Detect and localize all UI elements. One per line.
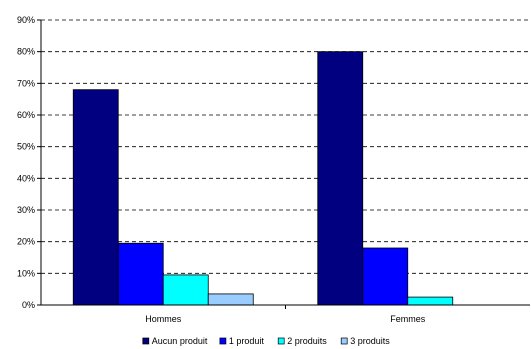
bar [407, 296, 454, 306]
x-axis: Hommes Femmes [41, 304, 530, 324]
bar [117, 242, 164, 306]
y-tick-label: 90% [17, 15, 35, 25]
y-axis: 0% 10% 20% 30% 40% 50% 60% 70% 80% 90% [17, 15, 42, 310]
y-tick-label: 10% [17, 268, 35, 278]
y-tick-label: 80% [17, 47, 35, 57]
legend-swatch [340, 337, 348, 345]
bar [207, 293, 254, 306]
y-tick-label: 40% [17, 173, 35, 183]
x-category-label: Femmes [390, 314, 426, 324]
legend-swatch [277, 337, 285, 345]
bar [162, 274, 209, 306]
bars [72, 51, 454, 306]
legend-label: 2 produits [287, 336, 327, 346]
legend-label: 1 produit [229, 336, 265, 346]
y-tick-label: 50% [17, 142, 35, 152]
legend-swatch [219, 337, 227, 345]
bar [72, 89, 119, 306]
y-tick-label: 70% [17, 78, 35, 88]
legend-swatch [142, 337, 150, 345]
legend: Aucun produit 1 produit 2 produits 3 produi… [142, 336, 390, 346]
y-tick-label: 30% [17, 205, 35, 215]
bar [362, 247, 409, 306]
y-tick-label: 60% [17, 110, 35, 120]
bar [317, 51, 364, 306]
gridlines [41, 19, 530, 274]
y-tick-label: 0% [22, 300, 35, 310]
y-tick-label: 20% [17, 237, 35, 247]
legend-label: 3 produits [350, 336, 390, 346]
x-category-label: Hommes [145, 314, 182, 324]
legend-label: Aucun produit [152, 336, 208, 346]
